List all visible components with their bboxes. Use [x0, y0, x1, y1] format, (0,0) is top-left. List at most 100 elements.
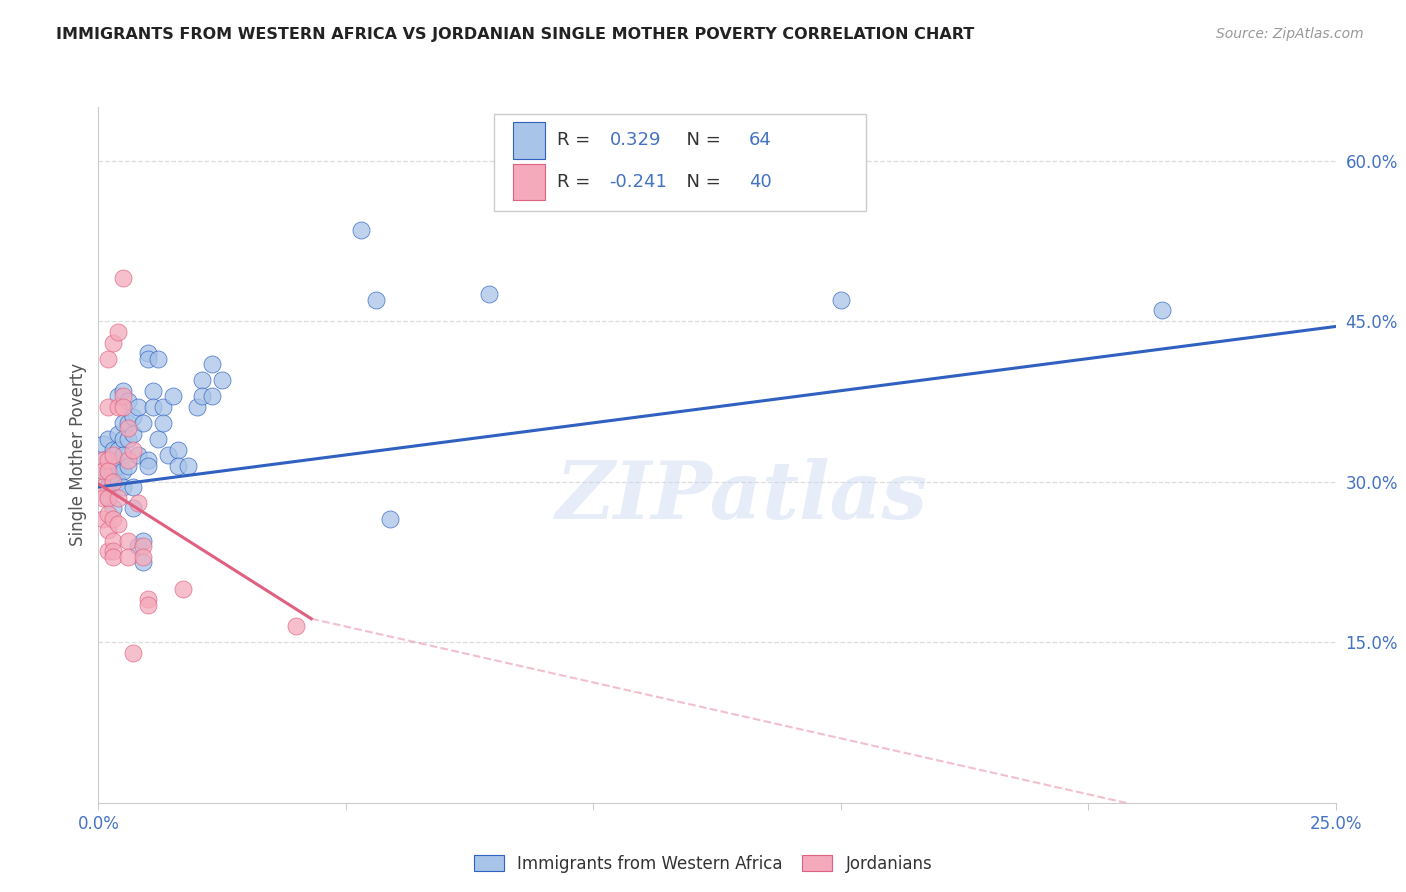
Point: [97, 491, 120, 505]
Point: [146, 351, 169, 366]
FancyBboxPatch shape: [495, 114, 866, 211]
Point: [136, 592, 159, 607]
Point: [136, 351, 159, 366]
Text: R =: R =: [557, 131, 596, 150]
Point: [103, 533, 125, 548]
Point: [117, 416, 139, 430]
Point: [117, 432, 139, 446]
Point: [97, 469, 120, 483]
Point: [103, 475, 125, 489]
Point: [156, 448, 179, 462]
Point: [103, 453, 125, 467]
Text: ZIPatlas: ZIPatlas: [555, 458, 928, 535]
Point: [122, 442, 145, 457]
Point: [830, 293, 852, 307]
Point: [107, 400, 129, 414]
Point: [112, 271, 135, 285]
Point: [191, 373, 214, 387]
Text: IMMIGRANTS FROM WESTERN AFRICA VS JORDANIAN SINGLE MOTHER POVERTY CORRELATION CH: IMMIGRANTS FROM WESTERN AFRICA VS JORDAN…: [56, 27, 974, 42]
Text: -0.241: -0.241: [609, 173, 668, 191]
Point: [107, 389, 129, 403]
Point: [93, 512, 115, 526]
Point: [136, 453, 159, 467]
Point: [122, 480, 145, 494]
Point: [1152, 303, 1174, 318]
Point: [176, 458, 198, 473]
Point: [97, 351, 120, 366]
Point: [127, 539, 149, 553]
Point: [103, 544, 125, 558]
Point: [117, 458, 139, 473]
Point: [478, 287, 501, 301]
Point: [142, 384, 165, 398]
Point: [136, 346, 159, 360]
Point: [97, 507, 120, 521]
Point: [112, 480, 135, 494]
Point: [97, 464, 120, 478]
Point: [122, 426, 145, 441]
Point: [132, 533, 155, 548]
Point: [112, 389, 135, 403]
Point: [97, 400, 120, 414]
Point: [107, 475, 129, 489]
Point: [211, 373, 233, 387]
Point: [166, 442, 188, 457]
Point: [112, 448, 135, 462]
Point: [285, 619, 308, 633]
Point: [93, 491, 115, 505]
Point: [103, 475, 125, 489]
Point: [117, 533, 139, 548]
Point: [93, 437, 115, 451]
Point: [93, 453, 115, 467]
Text: N =: N =: [675, 131, 727, 150]
Point: [136, 598, 159, 612]
Point: [93, 464, 115, 478]
Point: [103, 335, 125, 350]
Point: [132, 555, 155, 569]
Point: [107, 517, 129, 532]
Legend: Immigrants from Western Africa, Jordanians: Immigrants from Western Africa, Jordania…: [467, 848, 939, 880]
FancyBboxPatch shape: [513, 164, 546, 201]
Y-axis label: Single Mother Poverty: Single Mother Poverty: [69, 363, 87, 547]
Text: Source: ZipAtlas.com: Source: ZipAtlas.com: [1216, 27, 1364, 41]
Point: [122, 410, 145, 425]
Point: [97, 432, 120, 446]
Point: [136, 458, 159, 473]
Text: R =: R =: [557, 173, 596, 191]
Point: [103, 464, 125, 478]
Point: [103, 512, 125, 526]
Point: [97, 453, 120, 467]
Point: [97, 491, 120, 505]
Point: [201, 357, 224, 371]
Point: [107, 491, 129, 505]
Point: [93, 464, 115, 478]
Point: [364, 293, 387, 307]
Point: [97, 480, 120, 494]
Point: [350, 223, 373, 237]
Point: [122, 501, 145, 516]
Point: [107, 442, 129, 457]
Point: [103, 442, 125, 457]
Point: [172, 582, 194, 596]
Point: [107, 426, 129, 441]
Point: [132, 539, 155, 553]
Point: [127, 448, 149, 462]
Point: [107, 458, 129, 473]
Point: [146, 432, 169, 446]
Point: [201, 389, 224, 403]
Text: N =: N =: [675, 173, 727, 191]
Point: [132, 549, 155, 564]
Text: 64: 64: [749, 131, 772, 150]
Point: [112, 384, 135, 398]
Point: [103, 501, 125, 516]
Point: [122, 646, 145, 660]
Point: [117, 453, 139, 467]
Point: [117, 394, 139, 409]
Point: [93, 453, 115, 467]
Point: [117, 549, 139, 564]
Point: [103, 549, 125, 564]
Point: [93, 480, 115, 494]
Point: [186, 400, 208, 414]
Point: [97, 523, 120, 537]
Point: [112, 432, 135, 446]
